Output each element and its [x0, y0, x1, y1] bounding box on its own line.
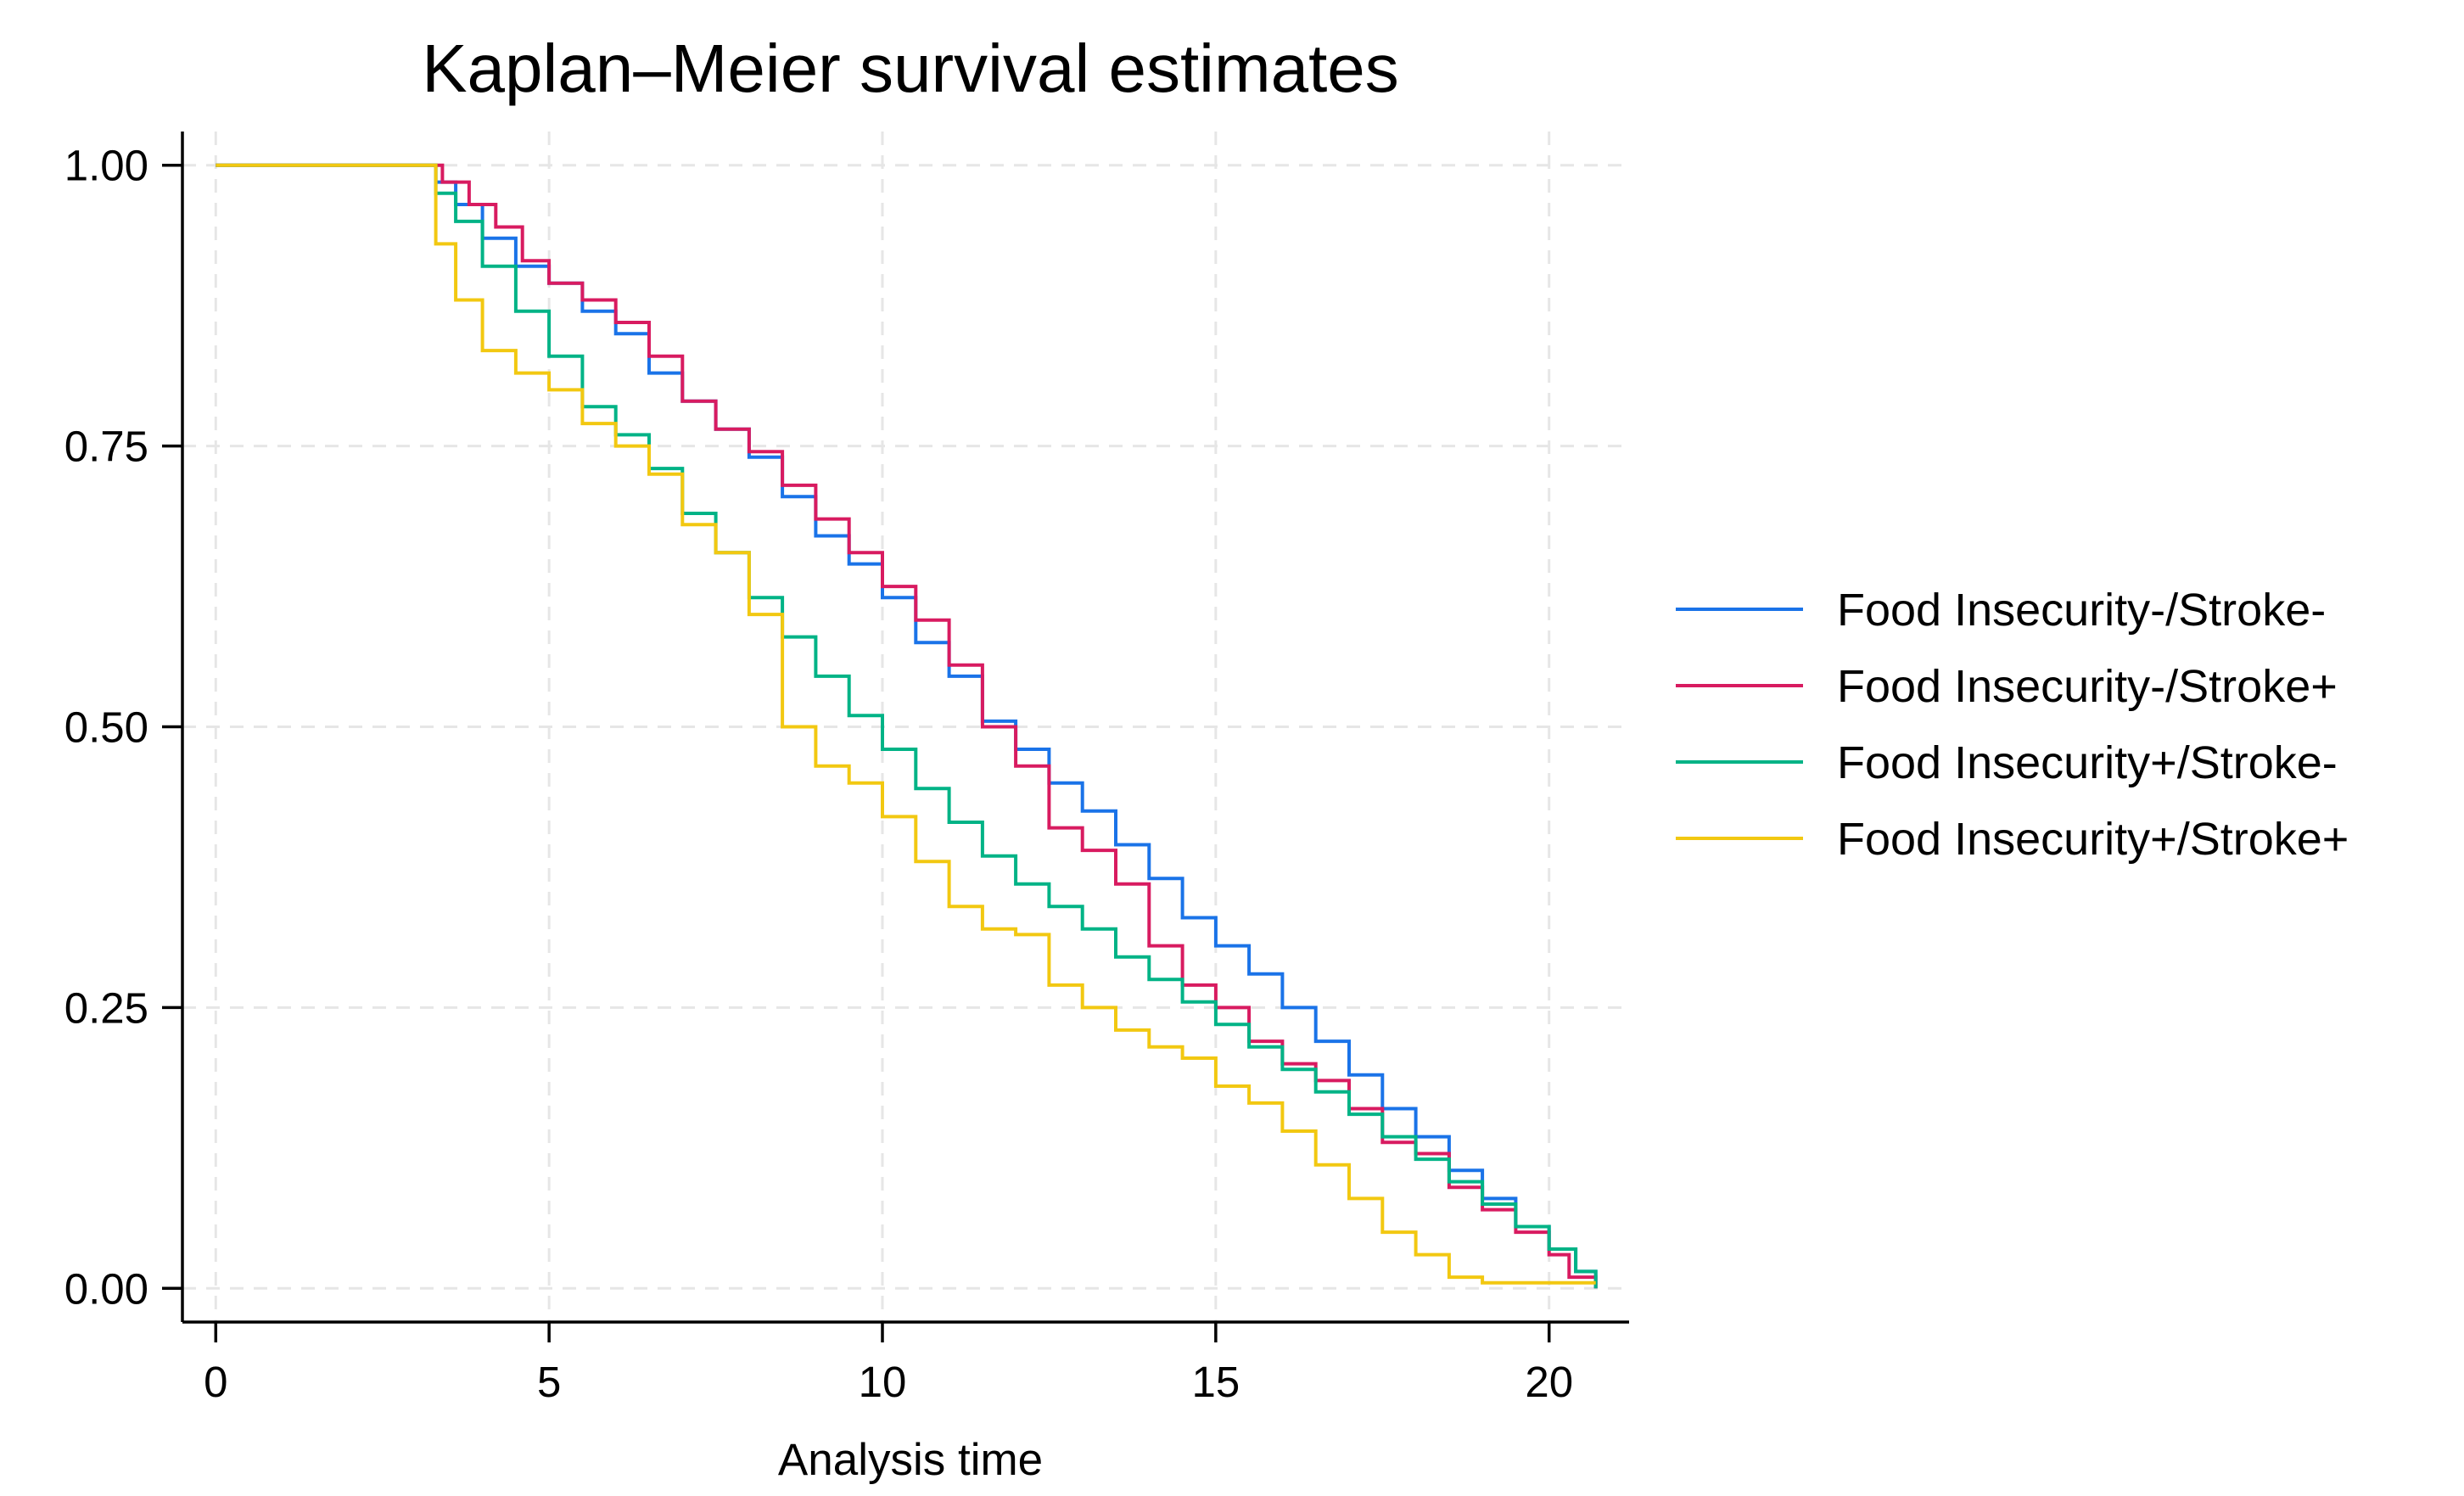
y-tick-label: 1.00	[64, 142, 148, 190]
legend-label: Food Insecurity+/Stroke-	[1837, 737, 2338, 788]
y-tick-label: 0.75	[64, 423, 148, 471]
x-tick-label: 15	[1191, 1358, 1240, 1406]
y-tick-label: 0.25	[64, 983, 148, 1032]
y-tick-label: 0.50	[64, 703, 148, 752]
legend-label: Food Insecurity-/Stroke-	[1837, 585, 2326, 636]
y-axis-ticks: 0.00 0.25 0.50 0.75 1.00	[64, 142, 182, 1313]
series-line-3	[216, 163, 1598, 1289]
x-tick-label: 0	[204, 1358, 227, 1406]
legend-label: Food Insecurity-/Stroke+	[1837, 661, 2338, 712]
x-tick-label: 20	[1525, 1358, 1573, 1406]
x-tick-label: 5	[537, 1358, 561, 1406]
x-axis-ticks: 0 5 10 15 20	[204, 1322, 1573, 1406]
y-tick-label: 0.00	[64, 1264, 148, 1313]
x-axis-title: Analysis time	[778, 1435, 1043, 1485]
series-line-4	[216, 163, 1596, 1285]
chart-title: Kaplan–Meier survival estimates	[422, 31, 1399, 106]
legend-label: Food Insecurity+/Stroke+	[1837, 814, 2349, 865]
legend: Food Insecurity-/Stroke- Food Insecurity-…	[1676, 585, 2349, 865]
x-tick-label: 10	[859, 1358, 907, 1406]
series-lines	[216, 163, 1598, 1289]
